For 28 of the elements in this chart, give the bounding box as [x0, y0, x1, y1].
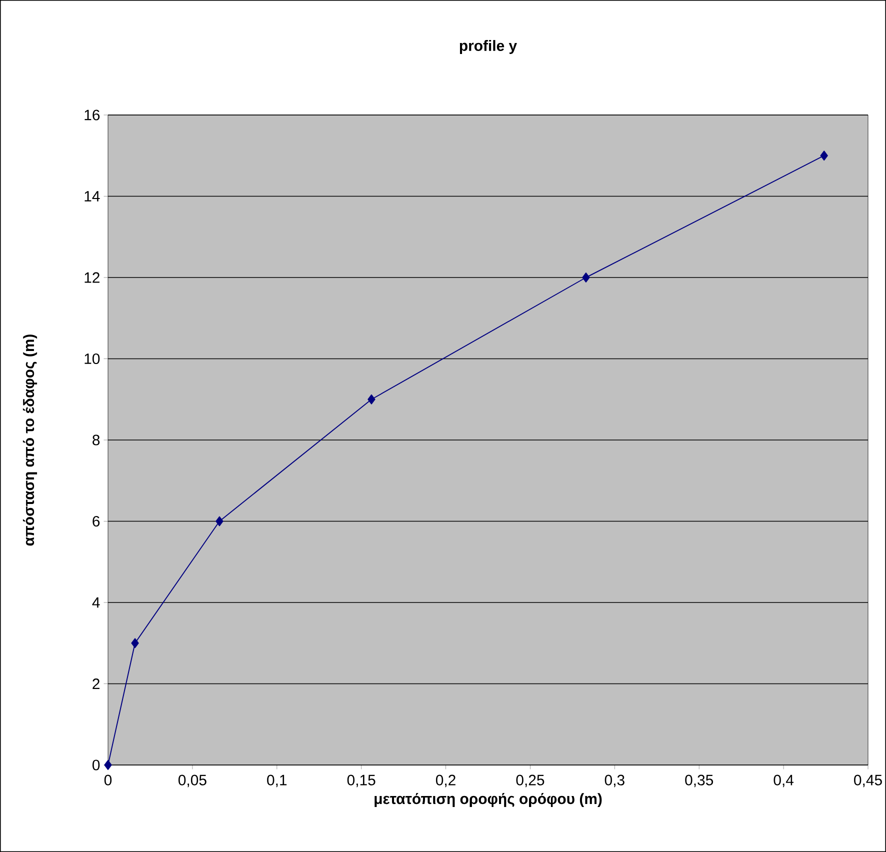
point	[368, 394, 376, 404]
x-tick-label: 0,3	[604, 774, 624, 788]
point	[582, 272, 590, 282]
x-tick-label: 0	[104, 774, 112, 786]
y-tick-label: 16	[84, 110, 100, 120]
x-axis-title: μετατόπιση οροφής ορόφου (m)	[374, 792, 602, 808]
x-tick-label: 0,15	[347, 774, 376, 788]
point	[216, 516, 224, 526]
x-tick-label: 0,2	[436, 774, 456, 788]
x-tick-label: 0,4	[774, 774, 794, 788]
y-tick-label: 4	[92, 597, 100, 608]
y-axis-title: απόσταση από το έδαφος (m)	[22, 334, 38, 546]
x-tick-label: 0,45	[854, 774, 882, 788]
y-tick-label: 12	[84, 272, 100, 283]
y-tick-label: 8	[92, 434, 100, 446]
point	[104, 760, 112, 770]
y-tick-label: 6	[92, 516, 100, 527]
x-tick-label: 0,25	[516, 774, 544, 788]
x-tick-label: 0,35	[685, 774, 714, 788]
point	[820, 150, 828, 161]
point	[131, 638, 139, 648]
y-tick-label: 10	[84, 353, 100, 364]
chart-title: profile y	[460, 40, 517, 54]
x-tick-label: 0,05	[178, 774, 206, 788]
y-tick-label: 0	[92, 760, 100, 770]
y-tick-label: 2	[92, 678, 100, 689]
x-tick-label: 0,1	[267, 774, 287, 788]
y-tick-label: 14	[84, 191, 100, 202]
